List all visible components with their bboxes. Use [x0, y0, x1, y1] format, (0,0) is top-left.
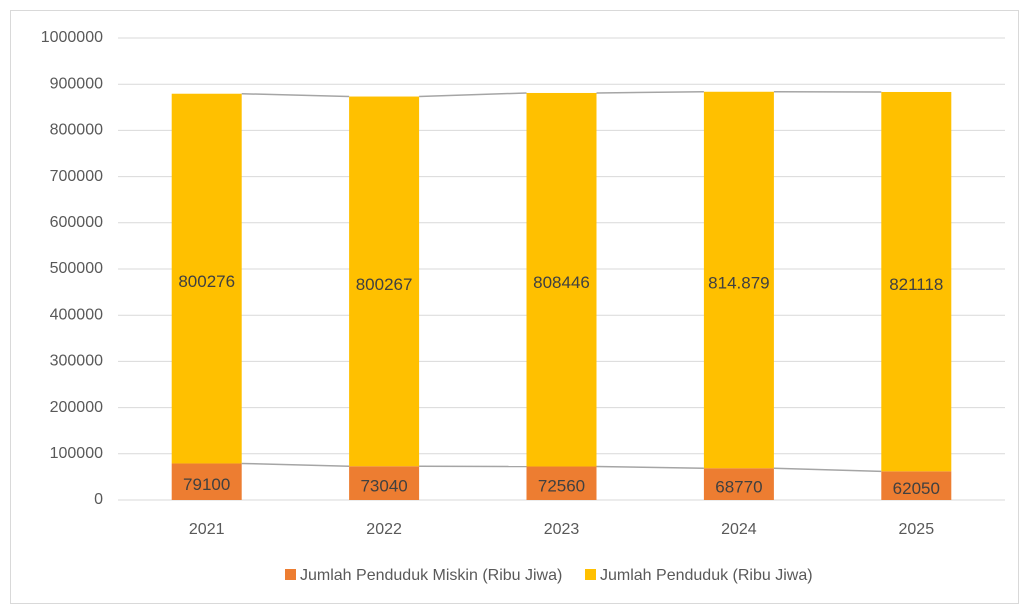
- series-line: [773, 467, 882, 473]
- data-label: 821118: [889, 275, 943, 294]
- y-tick-label: 500000: [50, 260, 103, 277]
- bar-segment: [881, 91, 952, 472]
- bar-segment: [703, 91, 774, 469]
- y-tick-label: 200000: [50, 399, 103, 416]
- data-label: 808446: [533, 273, 590, 292]
- legend-label: Jumlah Penduduk Miskin (Ribu Jiwa): [300, 567, 562, 584]
- y-tick-label: 900000: [50, 75, 103, 92]
- y-tick-label: 400000: [50, 306, 103, 323]
- data-label: 73040: [360, 477, 407, 496]
- bar-segment: [171, 93, 242, 464]
- y-tick-label: 600000: [50, 214, 103, 231]
- bar-segment: [526, 92, 597, 467]
- x-tick-label: 2023: [544, 521, 580, 538]
- x-tick-label: 2025: [899, 521, 935, 538]
- data-label: 800276: [178, 272, 235, 291]
- y-tick-label: 700000: [50, 168, 103, 185]
- y-tick-label: 0: [94, 491, 103, 508]
- bar-segment: [526, 466, 597, 500]
- legend-swatch: [585, 569, 596, 580]
- x-tick-label: 2022: [366, 521, 402, 538]
- series-line: [241, 92, 350, 98]
- y-tick-label: 800000: [50, 122, 103, 139]
- data-label: 79100: [183, 475, 230, 494]
- chart-frame: [10, 10, 1019, 604]
- data-label: 72560: [538, 477, 585, 496]
- bar-segment: [703, 468, 774, 500]
- series-line: [596, 91, 704, 94]
- legend-label: Jumlah Penduduk (Ribu Jiwa): [600, 567, 813, 584]
- legend-swatch: [285, 569, 296, 580]
- y-tick-label: 1000000: [41, 29, 103, 46]
- y-tick-label: 100000: [50, 445, 103, 462]
- data-label: 68770: [715, 478, 762, 497]
- data-label: 62050: [893, 479, 940, 498]
- x-tick-label: 2021: [189, 521, 225, 538]
- series-line: [241, 462, 350, 468]
- series-line: [419, 92, 527, 98]
- bar-segment: [881, 471, 952, 500]
- x-tick-label: 2024: [721, 521, 757, 538]
- y-tick-label: 300000: [50, 353, 103, 370]
- data-label: 814.879: [708, 273, 769, 292]
- bar-segment: [171, 463, 242, 500]
- bar-segment: [349, 96, 420, 467]
- series-line: [596, 465, 704, 469]
- bar-segment: [349, 466, 420, 500]
- data-label: 800267: [356, 275, 413, 294]
